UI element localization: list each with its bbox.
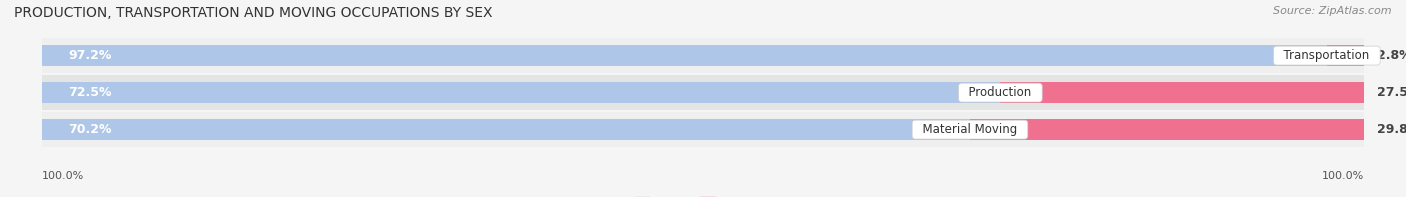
Bar <box>42 82 1000 103</box>
Text: 29.8%: 29.8% <box>1376 123 1406 136</box>
Bar <box>42 45 1327 66</box>
Text: 72.5%: 72.5% <box>69 86 112 99</box>
Bar <box>1327 45 1364 66</box>
Text: Source: ZipAtlas.com: Source: ZipAtlas.com <box>1274 6 1392 16</box>
Text: Transportation: Transportation <box>1277 49 1378 62</box>
Text: 100.0%: 100.0% <box>1322 171 1364 181</box>
Text: Production: Production <box>962 86 1039 99</box>
Text: 70.2%: 70.2% <box>69 123 112 136</box>
Bar <box>42 75 1364 110</box>
Text: Material Moving: Material Moving <box>915 123 1025 136</box>
Text: PRODUCTION, TRANSPORTATION AND MOVING OCCUPATIONS BY SEX: PRODUCTION, TRANSPORTATION AND MOVING OC… <box>14 6 492 20</box>
Bar <box>42 119 970 140</box>
Bar <box>42 112 1364 147</box>
Text: 27.5%: 27.5% <box>1376 86 1406 99</box>
Bar <box>1000 82 1364 103</box>
Bar <box>970 119 1364 140</box>
Text: 97.2%: 97.2% <box>69 49 112 62</box>
Text: 100.0%: 100.0% <box>42 171 84 181</box>
Legend: Male, Female: Male, Female <box>630 192 776 197</box>
Text: 2.8%: 2.8% <box>1376 49 1406 62</box>
Bar <box>42 38 1364 73</box>
